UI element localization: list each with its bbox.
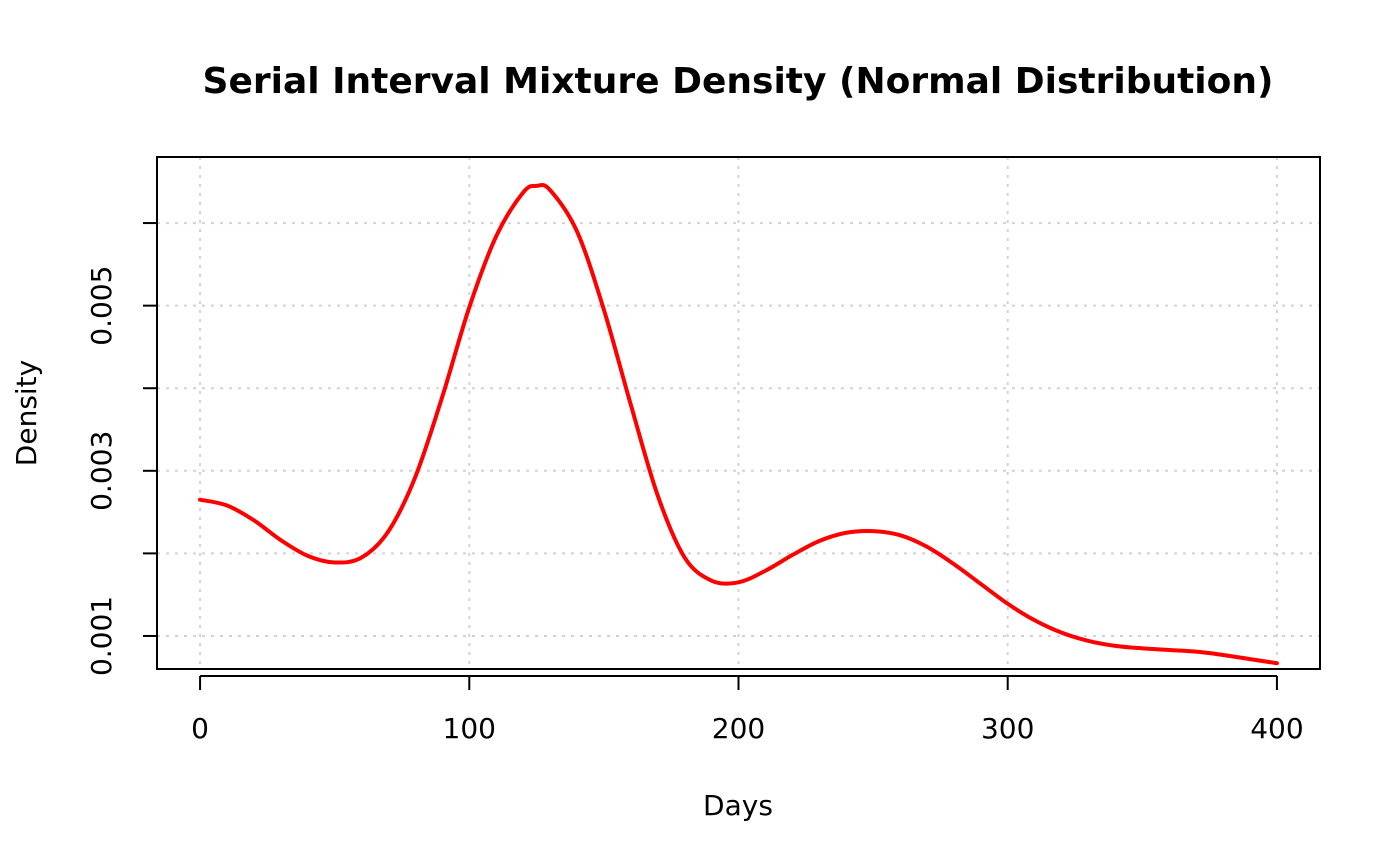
y-axis-label: Density: [10, 360, 43, 466]
x-axis: 0 100 200 300 400: [191, 675, 1304, 745]
y-tick-label: 0.005: [85, 266, 118, 346]
grid: [157, 157, 1320, 669]
y-axis: 0.001 0.003 0.005: [85, 222, 158, 676]
x-axis-label: Days: [703, 789, 773, 822]
plot-frame: [156, 156, 1321, 670]
x-tick-label: 100: [443, 712, 496, 745]
density-series-line-0: [198, 182, 1279, 666]
series-layer: [198, 182, 1279, 666]
x-tick-label: 0: [191, 712, 209, 745]
chart-title: Serial Interval Mixture Density (Normal …: [203, 61, 1274, 102]
x-tick-label: 300: [981, 712, 1034, 745]
x-tick-label: 200: [712, 712, 765, 745]
y-tick-label: 0.003: [85, 431, 118, 511]
y-tick-label: 0.001: [85, 596, 118, 676]
x-tick-label: 400: [1250, 712, 1303, 745]
